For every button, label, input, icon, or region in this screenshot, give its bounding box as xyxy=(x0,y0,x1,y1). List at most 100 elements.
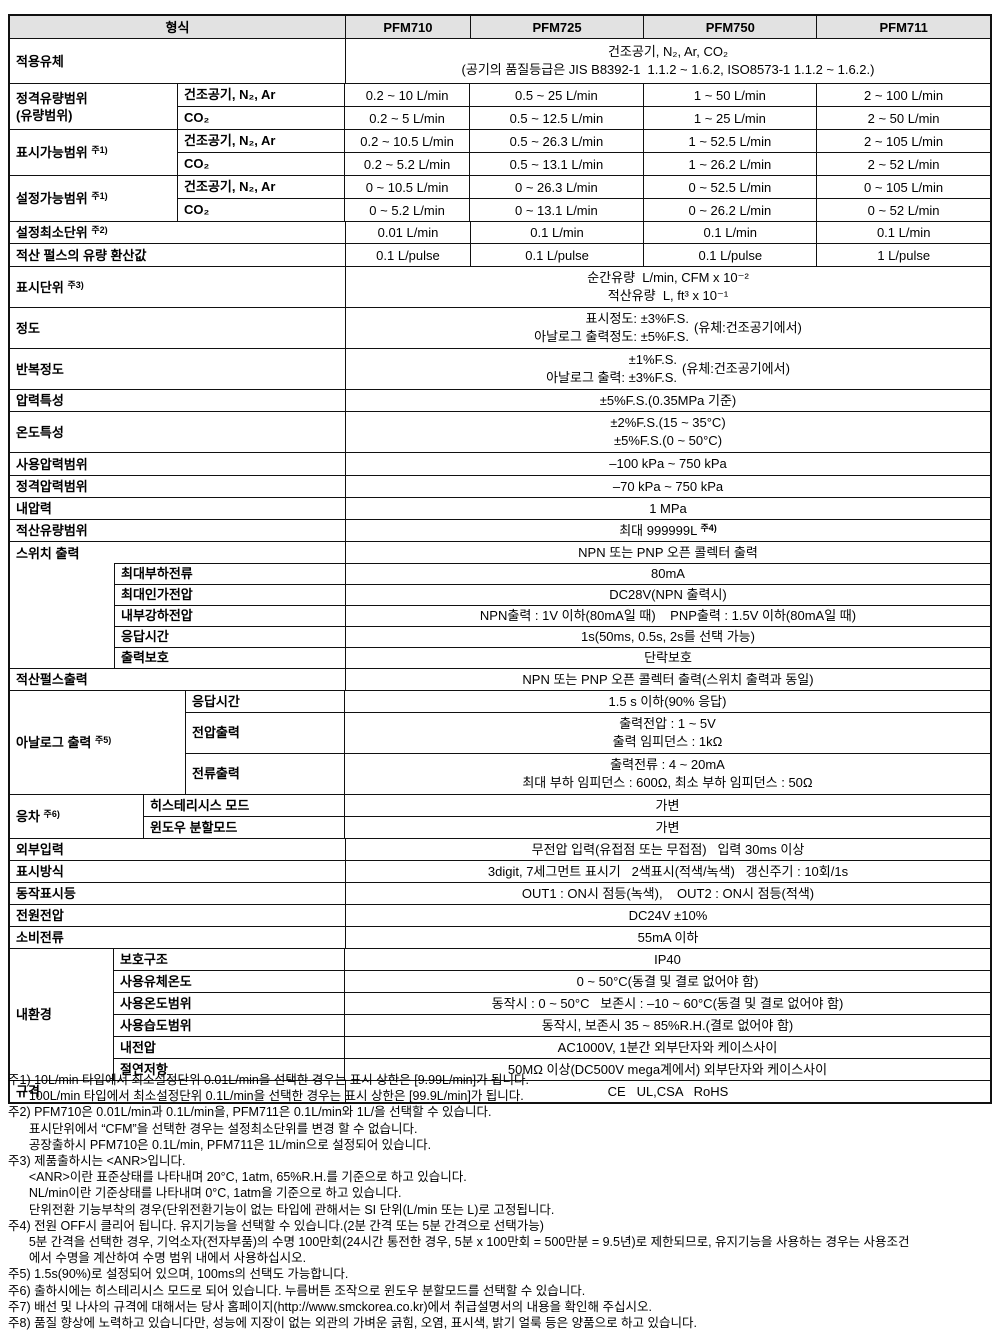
row-applicable-fluid: 적용유체 건조공기, N₂, Ar, CO₂ (공기의 품질등급은 JIS B8… xyxy=(10,39,990,84)
sub-row: 출력보호 단락보호 xyxy=(10,647,990,668)
section-label-text: 내환경 xyxy=(16,1007,52,1022)
value-columns: 0.2 ~ 5 L/min 0.5 ~ 12.5 L/min 1 ~ 25 L/… xyxy=(345,107,990,129)
sub-row: 사용유체온도 0 ~ 50°C(동결 및 결로 없어야 함) xyxy=(114,971,990,993)
display-unit-line2: 적산유량 L, ft³ x 10⁻¹ xyxy=(607,288,729,303)
sub-row: 사용온도범위 동작시 : 0 ~ 50°C 보존시 : –10 ~ 60°C(동… xyxy=(114,993,990,1015)
sub-label: 건조공기, N₂, Ar xyxy=(178,84,345,106)
cell-value: 0.5 ~ 25 L/min xyxy=(470,84,644,106)
section-label-line2: (유량범위) xyxy=(16,107,73,123)
row-label: 전원전압 xyxy=(10,905,346,926)
header-model-pfm725: PFM725 xyxy=(471,16,645,38)
cell-value: 0.1 L/min xyxy=(876,225,931,240)
row-pulse-conversion: 적산 펄스의 유량 환산값 0.1 L/pulse 0.1 L/pulse 0.… xyxy=(10,244,990,267)
value-columns: 0.2 ~ 10.5 L/min 0.5 ~ 26.3 L/min 1 ~ 52… xyxy=(345,130,990,152)
accuracy-wrap: 표시정도: ±3%F.S. 아날로그 출력정도: ±5%F.S. (유체:건조공기… xyxy=(534,310,802,346)
cell-value: –70 kPa ~ 750 kPa xyxy=(612,478,724,494)
row-label: 동작표시등 xyxy=(10,883,346,904)
spacer xyxy=(10,605,114,626)
cell-value: 단락보호 xyxy=(644,650,692,665)
footnote-ref: 주2) xyxy=(91,225,108,235)
row-standards: 규격 CE UL,CSA RoHS xyxy=(10,1081,990,1102)
sub-label: 내전압 xyxy=(114,1037,345,1058)
cell-value: 0.2 ~ 10.5 L/min xyxy=(345,130,471,152)
fluid-line2: (공기의 품질등급은 JIS B8392-1 1.1.2 ~ 1.6.2, IS… xyxy=(461,62,875,77)
section-label-line1: 정격유량범위 xyxy=(16,90,88,106)
sub-label: 응답시간 xyxy=(186,691,345,712)
section-body: 응답시간 1.5 s 이하(90% 응답) 전압출력 출력전압 : 1 ~ 5V… xyxy=(186,691,990,794)
header-model-pfm750: PFM750 xyxy=(644,16,818,38)
temp-line1: ±2%F.S.(15 ~ 35°C) xyxy=(610,415,726,430)
footnote-ref: 주3) xyxy=(67,279,84,290)
footnote-ref: 주5) xyxy=(95,735,112,745)
sub-row: 보호구조 IP40 xyxy=(114,949,990,971)
sub-label: 전압출력 xyxy=(186,713,345,753)
spacer xyxy=(10,563,114,584)
row-pulse-output: 적산펄스출력 NPN 또는 PNP 오픈 콜렉터 출력(스위치 출력과 동일) xyxy=(10,669,990,691)
cell-value: 2 ~ 50 L/min xyxy=(867,110,940,126)
row-operating-pressure: 사용압력범위 –100 kPa ~ 750 kPa xyxy=(10,453,990,476)
sub-row: 응답시간 1s(50ms, 0.5s, 2s를 선택 가능) xyxy=(10,626,990,647)
cell-value: 1 MPa xyxy=(649,500,687,516)
section-label: 스위치 출력 xyxy=(10,542,346,563)
section-label: 응차 주6) xyxy=(10,795,144,838)
footnote-ref: 주6) xyxy=(43,809,60,819)
sub-row: 내전압 AC1000V, 1분간 외부단자와 케이스사이 xyxy=(114,1037,990,1059)
sub-row: 내부강하전압 NPN출력 : 1V 이하(80mA일 때) PNP출력 : 1.… xyxy=(10,605,990,626)
cell-value: 0 ~ 26.2 L/min xyxy=(644,199,818,221)
sub-label: 윈도우 분할모드 xyxy=(144,817,345,838)
footnote-line: 주7) 배선 및 나사의 규격에 대해서는 당사 홈페이지(http://www… xyxy=(8,1299,652,1314)
value-columns: 0.2 ~ 5.2 L/min 0.5 ~ 13.1 L/min 1 ~ 26.… xyxy=(345,153,990,175)
row-min-setting-unit: 설정최소단위 주2) 0.01 L/min 0.1 L/min 0.1 L/mi… xyxy=(10,222,990,244)
sub-row: 전압출력 출력전압 : 1 ~ 5V 출력 임피던스 : 1kΩ xyxy=(186,713,990,754)
cell-value: 가변 xyxy=(655,797,680,813)
switch-output-main-row: 스위치 출력 NPN 또는 PNP 오픈 콜렉터 출력 xyxy=(10,542,990,563)
cell-value: ±5%F.S.(0.35MPa 기준) xyxy=(599,392,737,408)
footnote-line: 표시단위에서 “CFM”을 선택한 경우는 설정최소단위를 변경 할 수 없습니… xyxy=(8,1121,418,1136)
cell-value: –100 kPa ~ 750 kPa xyxy=(609,456,727,471)
row-display-method: 표시방식 3digit, 7세그먼트 표시기 2색표시(적색/녹색) 갱신주기 … xyxy=(10,861,990,883)
row-label: 적산유량범위 xyxy=(10,520,346,541)
cell-value: DC24V ±10% xyxy=(628,907,708,923)
row-power-supply: 전원전압 DC24V ±10% xyxy=(10,905,990,927)
sub-label: CO₂ xyxy=(178,199,345,221)
row-temperature-characteristic: 온도특성 ±2%F.S.(15 ~ 35°C) ±5%F.S.(0 ~ 50°C… xyxy=(10,412,990,453)
cell-value: 무전압 입력(유접점 또는 무접점) 입력 30ms 이상 xyxy=(531,841,805,857)
table-header-row: 형식 PFM710 PFM725 PFM750 PFM711 xyxy=(10,16,990,39)
display-unit-line1: 순간유량 L/min, CFM x 10⁻² xyxy=(587,270,749,285)
cell-value: 0.5 ~ 13.1 L/min xyxy=(470,153,644,175)
cell-value: 순간유량 L/min, CFM x 10⁻² 적산유량 L, ft³ x 10⁻… xyxy=(346,267,990,307)
repeatability-wrap: ±1%F.S. 아날로그 출력: ±3%F.S. (유체:건조공기에서) xyxy=(546,351,790,387)
cell-value: 0 ~ 50°C(동결 및 결로 없어야 함) xyxy=(576,973,759,989)
row-label: 내압력 xyxy=(10,498,346,519)
section-body: 건조공기, N₂, Ar 0 ~ 10.5 L/min 0 ~ 26.3 L/m… xyxy=(178,176,990,221)
footnote-line: 주8) 품질 향상에 노력하고 있습니다만, 성능에 지장이 없는 외관의 가벼… xyxy=(8,1316,697,1331)
row-pressure-characteristic: 압력특성 ±5%F.S.(0.35MPa 기준) xyxy=(10,390,990,412)
section-label-text: 응차 주6) xyxy=(16,809,60,824)
cell-value: 0 ~ 26.3 L/min xyxy=(470,176,644,198)
cell-value: 표시정도: ±3%F.S. 아날로그 출력정도: ±5%F.S. (유체:건조공기… xyxy=(346,308,990,348)
footnote-line: NL/min이란 기준상태를 나타내며 0°C, 1atm을 기준으로 하고 있… xyxy=(8,1186,402,1201)
row-label: 적산펄스출력 xyxy=(10,669,346,690)
row-current-consumption: 소비전류 55mA 이하 xyxy=(10,927,990,949)
sub-label: 최대부하전류 xyxy=(115,564,346,584)
cell-value: 55mA 이하 xyxy=(637,929,699,945)
cell-value: 동작시 : 0 ~ 50°C 보존시 : –10 ~ 60°C(동결 및 결로 … xyxy=(491,995,844,1011)
section-rated-flow-range: 정격유량범위 (유량범위) 건조공기, N₂, Ar 0.2 ~ 10 L/mi… xyxy=(10,84,990,130)
section-body: 보호구조 IP40 사용유체온도 0 ~ 50°C(동결 및 결로 없어야 함)… xyxy=(114,949,990,1080)
cell-value: 0.2 ~ 10 L/min xyxy=(345,84,471,106)
row-label: 사용압력범위 xyxy=(10,453,346,475)
sub-label: 출력보호 xyxy=(115,648,346,668)
sub-label: CO₂ xyxy=(178,107,345,129)
sub-row: CO₂ 0.2 ~ 5 L/min 0.5 ~ 12.5 L/min 1 ~ 2… xyxy=(178,107,990,129)
row-proof-pressure: 내압력 1 MPa xyxy=(10,498,990,520)
header-model-label: 형식 xyxy=(10,16,346,38)
row-label: 반복정도 xyxy=(10,349,346,389)
cell-value: 80mA xyxy=(651,566,685,581)
sub-label: 내부강하전압 xyxy=(115,606,346,626)
footnotes: 주1) 10L/min 타입에서 최소설정단위 0.01L/min을 선택한 경… xyxy=(8,1072,994,1331)
sub-row: 건조공기, N₂, Ar 0.2 ~ 10.5 L/min 0.5 ~ 26.3… xyxy=(178,130,990,153)
cell-value: 0.01 L/min xyxy=(346,222,471,243)
row-operation-indicator: 동작표시등 OUT1 : ON시 점등(녹색), OUT2 : ON시 점등(적… xyxy=(10,883,990,905)
cell-value: 2 ~ 100 L/min xyxy=(863,87,944,103)
